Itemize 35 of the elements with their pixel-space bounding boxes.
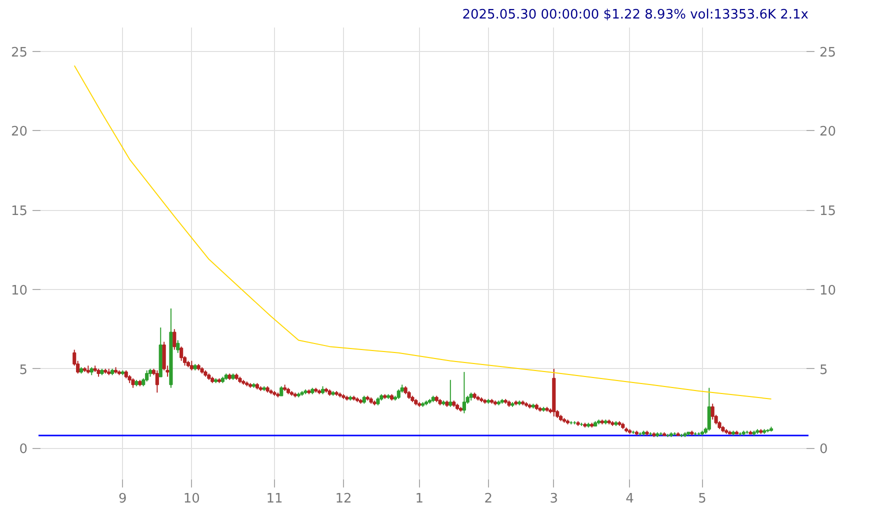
x-tick-label: 12 xyxy=(335,492,352,505)
candlestick xyxy=(462,371,466,414)
y2-tick-label: 20 xyxy=(820,124,836,140)
chart-title: 2025.05.30 00:00:00 $1.22 8.93% vol:13353.6K 2.1x xyxy=(462,8,809,22)
y-tick-label: 15 xyxy=(10,204,28,220)
x-tick-label: 2 xyxy=(484,492,492,505)
x-tick-label: 5 xyxy=(698,492,706,505)
candlestick xyxy=(176,340,180,354)
x-tick-label: 10 xyxy=(183,492,200,505)
y2-tick-label: 0 xyxy=(820,442,828,458)
candlestick xyxy=(172,328,176,350)
x-tick-label: 11 xyxy=(266,492,283,505)
y2-tick-label: 10 xyxy=(820,283,836,298)
y2-tick-label: 15 xyxy=(820,204,836,220)
candlestick xyxy=(396,388,400,400)
candlestick xyxy=(280,386,284,396)
y-tick-label: 20 xyxy=(10,124,28,140)
y-tick-label: 0 xyxy=(19,442,28,458)
candlestick xyxy=(707,387,711,432)
y-tick-label: 25 xyxy=(10,45,28,60)
x-tick-label: 3 xyxy=(550,492,558,505)
candlestick xyxy=(710,403,714,420)
x-tick-label: 1 xyxy=(415,492,424,505)
candlestick xyxy=(155,370,159,394)
candlestick xyxy=(448,379,452,408)
y-tick-label: 10 xyxy=(10,283,28,298)
y2-tick-label: 5 xyxy=(820,362,828,378)
x-tick-label: 9 xyxy=(118,492,127,505)
x-tick-label: 4 xyxy=(626,492,634,505)
candlestick xyxy=(131,378,135,388)
candlestick xyxy=(180,346,184,362)
line-series xyxy=(74,65,772,400)
y2-tick-label: 25 xyxy=(820,45,836,60)
candlestick xyxy=(190,360,194,371)
y-tick-label: 5 xyxy=(19,362,28,378)
